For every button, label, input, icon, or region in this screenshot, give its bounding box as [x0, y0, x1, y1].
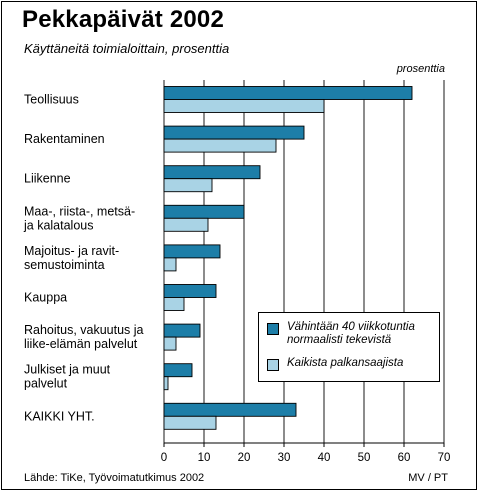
category-label-0: Teollisuus — [24, 93, 79, 107]
x-tick-label-1: 10 — [198, 452, 211, 464]
legend-item-series-1: Vähintään 40 viikkotuntia normaalisti tek… — [267, 321, 415, 347]
bar-series-1-1 — [163, 125, 305, 140]
chart-title: Pekkapäivät 2002 — [22, 6, 225, 33]
category-label-4-line-0: Majoitus- ja ravit- — [24, 244, 119, 258]
legend-item-series-2: Kaikista palkansaajista — [267, 357, 403, 371]
legend-label-line: normaalisti tekevistä — [287, 334, 392, 346]
bar-series-1-8 — [163, 402, 297, 417]
bar-series-1-4 — [163, 244, 221, 259]
x-tick-label-4: 40 — [318, 452, 331, 464]
bar-series-2-8 — [163, 415, 217, 430]
category-label-2: Liikenne — [24, 172, 71, 186]
x-tick-label-3: 30 — [278, 452, 291, 464]
legend: Vähintään 40 viikkotuntia normaalisti tek… — [258, 312, 440, 382]
bar-series-2-6 — [163, 336, 177, 351]
legend-label-line: Vähintään 40 viikkotuntia — [287, 321, 415, 333]
bar-series-2-3 — [163, 217, 209, 232]
bar-series-2-5 — [163, 297, 185, 311]
legend-swatch-series-2 — [267, 359, 279, 371]
category-label-4-line-1: semustoiminta — [24, 258, 105, 272]
x-tick-label-7: 70 — [438, 452, 451, 464]
legend-label-line: Kaikista palkansaajista — [287, 357, 404, 369]
unit-label: prosenttia — [396, 63, 445, 75]
x-tick-label-6: 60 — [398, 452, 411, 464]
source-note: Lähde: TiKe, Työvoimatutkimus 2002 — [24, 472, 205, 484]
bar-series-2-2 — [163, 178, 213, 193]
bar-series-1-3 — [163, 204, 245, 219]
category-label-3-line-1: ja kalatalous — [23, 218, 94, 232]
category-label-8: KAIKKI YHT. — [24, 409, 95, 423]
category-label-7-line-1: palvelut — [24, 377, 68, 391]
bar-series-1-5 — [163, 284, 217, 298]
chart-subtitle: Käyttäneitä toimialoittain, prosenttia — [24, 41, 230, 56]
bar-series-2-4 — [163, 257, 177, 272]
category-label-6-line-0: Rahoitus, vakuutus ja — [24, 323, 144, 337]
legend-label-series-1: Vähintään 40 viikkotuntia normaalisti tek… — [287, 321, 415, 347]
x-tick-label-0: 0 — [161, 452, 167, 464]
category-label-7-line-0: Julkiset ja muut — [24, 363, 111, 377]
category-label-5: Kauppa — [24, 291, 67, 305]
bar-series-1-7 — [163, 363, 193, 378]
bar-series-1-2 — [163, 165, 261, 180]
bar-series-2-0 — [163, 99, 325, 113]
category-label-1: Rakentaminen — [24, 132, 105, 146]
x-tick-label-2: 20 — [238, 452, 251, 464]
bar-series-1-0 — [163, 86, 413, 100]
x-tick-label-5: 50 — [358, 452, 371, 464]
legend-swatch-series-1 — [267, 323, 279, 335]
bar-series-2-7 — [163, 376, 169, 391]
bar-series-2-1 — [163, 138, 277, 153]
category-label-6-line-1: liike-elämän palvelut — [24, 337, 138, 351]
category-label-3-line-0: Maa-, riista-, metsä- — [24, 204, 135, 218]
credit-note: MV / PT — [408, 472, 448, 484]
bar-series-1-6 — [163, 323, 201, 338]
legend-label-series-2: Kaikista palkansaajista — [287, 357, 403, 370]
